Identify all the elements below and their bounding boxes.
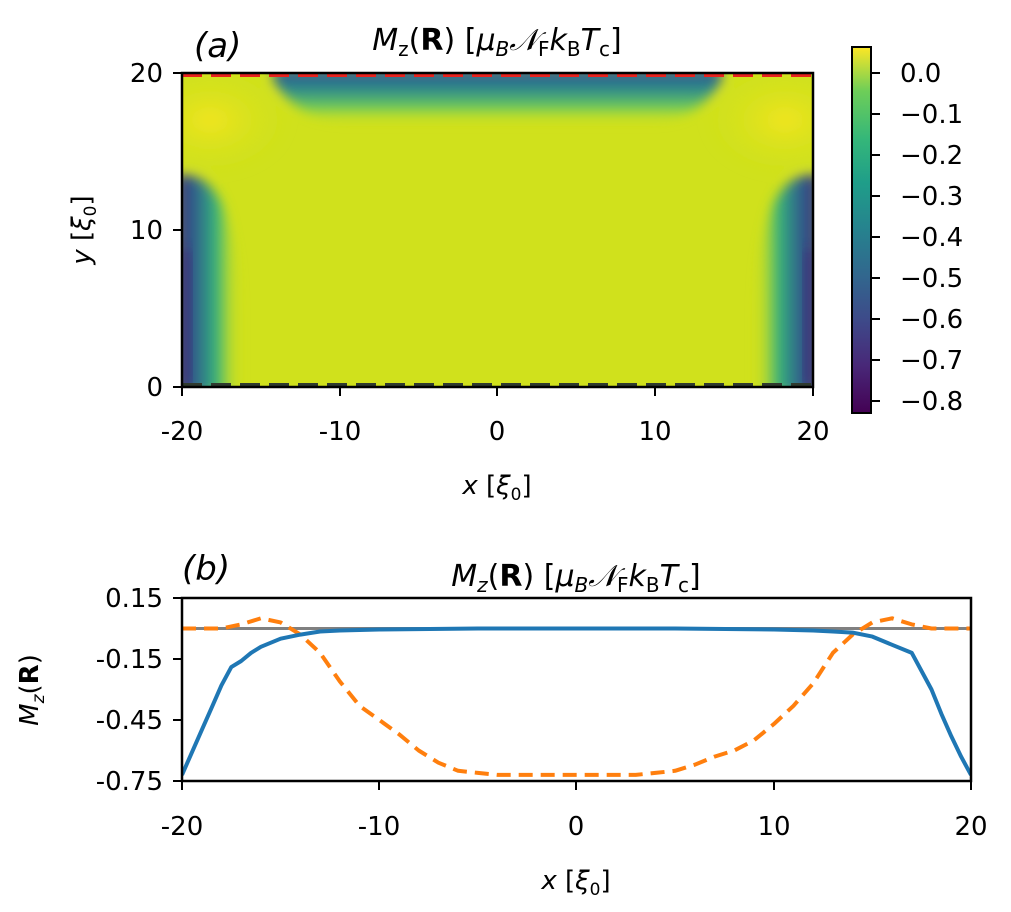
heatmap-field bbox=[182, 73, 813, 387]
line-chart-x-tick-label: -10 bbox=[358, 812, 400, 842]
series-line-top-edge bbox=[182, 616, 971, 777]
line-chart-x-tick-label: -20 bbox=[161, 812, 203, 842]
colorbar-ticks: 0.0 −0.1 −0.2 −0.3 −0.4 −0.5 −0.6 −0.7 −… bbox=[871, 59, 963, 417]
colorbar-tick-label: 0.0 bbox=[900, 59, 941, 89]
panel-a-label: (a) bbox=[194, 26, 241, 66]
panel-b-title: Mz(R) [μB𝒩FkBTc] bbox=[451, 559, 700, 597]
heatmap-y-tick-label: 0 bbox=[146, 373, 163, 403]
line-chart-y-tick-label: -0.45 bbox=[96, 706, 163, 736]
panel-a-heatmap: (a) Mz(R) [μB𝒩FkBTc] -20 -10 bbox=[67, 23, 963, 505]
line-chart-x-ticks: -20 -10 0 10 20 bbox=[161, 781, 988, 842]
heatmap-x-ticks: -20 -10 0 10 20 bbox=[161, 387, 830, 447]
colorbar-tick-label: −0.3 bbox=[900, 182, 963, 212]
heatmap-x-tick-label: 10 bbox=[638, 417, 671, 447]
line-chart-y-axis-label: Mz(R) bbox=[15, 654, 49, 726]
colorbar-tick-label: −0.4 bbox=[900, 223, 963, 253]
heatmap-x-tick-label: 20 bbox=[796, 417, 829, 447]
series-line-bottom-edge bbox=[182, 626, 971, 776]
line-chart-frame bbox=[180, 596, 973, 783]
heatmap-right-core bbox=[804, 250, 813, 387]
line-chart-x-tick-label: 20 bbox=[954, 812, 987, 842]
heatmap-x-tick-label: -10 bbox=[319, 417, 361, 447]
heatmap-y-tick-label: 20 bbox=[130, 59, 163, 89]
line-chart-y-tick-label: 0.15 bbox=[105, 584, 163, 614]
heatmap-x-axis-label: x [ξ0] bbox=[461, 471, 531, 505]
line-series-layer bbox=[182, 616, 971, 777]
heatmap-left-band bbox=[182, 174, 240, 387]
line-chart-y-tick-label: -0.15 bbox=[96, 645, 163, 675]
line-chart-x-tick-label: 0 bbox=[568, 812, 585, 842]
heatmap-right-band bbox=[755, 174, 813, 387]
heatmap-y-ticks: 0 10 20 bbox=[130, 59, 182, 403]
line-chart-x-axis-label: x [ξ0] bbox=[540, 866, 610, 900]
panel-b-line-chart: (b) Mz(R) [μB𝒩FkBTc] -20 -10 0 10 20 0.1… bbox=[15, 549, 988, 900]
heatmap-bright-corner-right bbox=[705, 73, 813, 175]
colorbar-tick-label: −0.6 bbox=[900, 305, 963, 335]
colorbar-gradient bbox=[851, 46, 872, 414]
panel-a-title: Mz(R) [μB𝒩FkBTc] bbox=[372, 23, 621, 61]
heatmap-left-core bbox=[182, 250, 191, 387]
panel-b-label: (b) bbox=[182, 549, 230, 589]
colorbar-tick-label: −0.8 bbox=[900, 387, 963, 417]
colorbar: 0.0 −0.1 −0.2 −0.3 −0.4 −0.5 −0.6 −0.7 −… bbox=[851, 46, 963, 417]
colorbar-tick-label: −0.7 bbox=[900, 346, 963, 376]
colorbar-tick-label: −0.2 bbox=[900, 141, 963, 171]
heatmap-x-tick-label: 0 bbox=[489, 417, 506, 447]
line-chart-y-ticks: 0.15 -0.15 -0.45 -0.75 bbox=[96, 584, 182, 797]
heatmap-y-tick-label: 10 bbox=[130, 216, 163, 246]
heatmap-x-tick-label: -20 bbox=[161, 417, 203, 447]
heatmap-y-axis-label: y [ξ0] bbox=[67, 195, 101, 265]
heatmap-top-band bbox=[272, 73, 723, 122]
line-chart-x-tick-label: 10 bbox=[757, 812, 790, 842]
colorbar-tick-label: −0.1 bbox=[900, 100, 963, 130]
colorbar-tick-label: −0.5 bbox=[900, 264, 963, 294]
line-chart-y-tick-label: -0.75 bbox=[96, 767, 163, 797]
heatmap-bright-corner-left bbox=[182, 73, 290, 175]
